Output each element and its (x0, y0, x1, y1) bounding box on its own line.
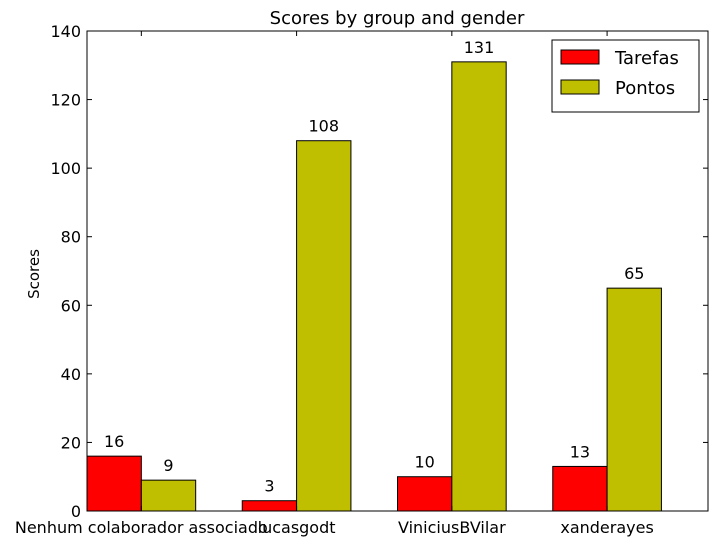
legend: Tarefas Pontos (551, 39, 700, 113)
x-tick-label-lucasgodt: lucasgodt (258, 518, 336, 537)
bar-value-label-pontos-1: 9 (163, 456, 173, 475)
bar-value-label-pontos-2: 108 (308, 117, 339, 136)
bar-pontos-2 (296, 140, 352, 512)
bar-pontos-3 (451, 61, 507, 512)
bar-value-label-tarefas-4: 13 (570, 442, 590, 461)
y-tick-label: 120 (50, 91, 81, 110)
legend-swatch-tarefas (560, 49, 600, 65)
y-tick-label: 20 (61, 433, 81, 452)
y-tick-label: 60 (61, 296, 81, 315)
y-tick-label: 40 (61, 365, 81, 384)
legend-swatch-pontos (560, 79, 600, 95)
x-tick-label-xanderayes: xanderayes (560, 518, 653, 537)
bar-value-label-tarefas-3: 10 (414, 453, 434, 472)
x-tick-label-nenhum-colaborador-associado: Nenhum colaborador associado (15, 518, 268, 537)
y-tick-label: 0 (71, 502, 81, 521)
plot-area: 16 3 10 13 9 108 131 65 0 20 40 60 80 100 120 140 Nenhum… (15, 22, 708, 537)
y-tick-label: 100 (50, 159, 81, 178)
bar-value-label-tarefas-2: 3 (264, 477, 274, 496)
y-axis-label: Scores (25, 249, 43, 299)
plot-frame (86, 30, 709, 512)
bar-tarefas-1 (86, 455, 142, 512)
bar-pontos-4 (606, 287, 662, 512)
y-tick-label: 80 (61, 228, 81, 247)
bar-tarefas-2 (241, 500, 298, 512)
bar-tarefas-3 (397, 476, 453, 512)
bar-pontos-1 (140, 479, 197, 512)
bar-value-label-tarefas-1: 16 (104, 432, 124, 451)
x-tick-label-viniciusbvilar: ViniciusBVilar (398, 518, 506, 537)
y-tick-label: 140 (50, 22, 81, 41)
legend-label-pontos: Pontos (615, 78, 675, 99)
bar-tarefas-4 (552, 465, 608, 512)
bar-value-label-pontos-4: 65 (624, 264, 644, 283)
legend-label-tarefas: Tarefas (614, 48, 679, 69)
bar-value-label-pontos-3: 131 (464, 38, 495, 57)
chart-title: Scores by group and gender (270, 8, 525, 29)
